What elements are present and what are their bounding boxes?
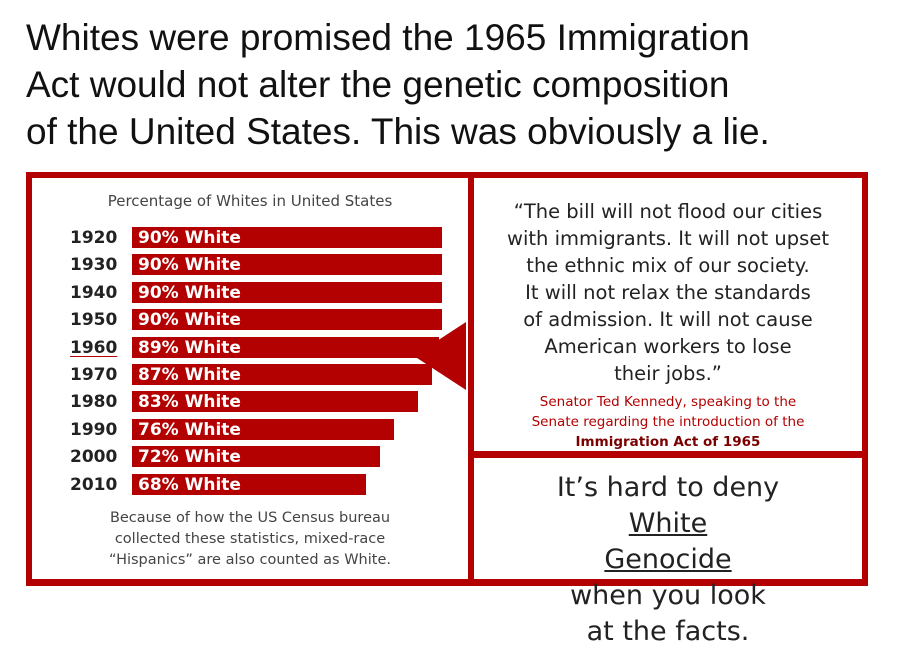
act-name: Immigration Act of 1965 bbox=[575, 434, 761, 450]
bar-row: 1990 76% White bbox=[32, 418, 468, 441]
attribution-line: Senate regarding the introduction of the bbox=[531, 414, 805, 430]
bar-value-label: 90% White bbox=[138, 255, 241, 276]
quote-attribution: Senator Ted Kennedy, speaking to the Sen… bbox=[474, 392, 862, 452]
headline: Whites were promised the 1965 Immigratio… bbox=[26, 14, 886, 155]
bar bbox=[132, 446, 380, 468]
bar bbox=[132, 391, 418, 413]
year-label: 2000 bbox=[70, 447, 118, 468]
claim-text: It’s hard to deny White Genocide when yo… bbox=[474, 470, 862, 650]
claim-text-part: It’s hard to deny bbox=[556, 472, 780, 503]
speech-pointer bbox=[414, 322, 466, 390]
bar-value-label: 90% White bbox=[138, 310, 241, 331]
bar-value-label: 68% White bbox=[138, 474, 241, 495]
bar-row: 1940 90% White bbox=[32, 281, 468, 304]
quote-panel: “The bill will not flood our cities with… bbox=[474, 178, 862, 451]
claim-line-1: It’s hard to deny White bbox=[474, 470, 862, 542]
bar bbox=[132, 364, 432, 385]
bar-value-label: 89% White bbox=[138, 337, 241, 358]
bar-value-label: 90% White bbox=[138, 228, 241, 248]
quote-line: the ethnic mix of our society. bbox=[526, 254, 810, 277]
bar bbox=[132, 254, 442, 276]
bar-row: 2010 68% White bbox=[32, 473, 468, 496]
footnote-line: “Hispanics” are also counted as White. bbox=[109, 552, 391, 568]
year-label: 1930 bbox=[70, 255, 118, 276]
bar-row: 2000 72% White bbox=[32, 446, 468, 468]
year-label: 1950 bbox=[70, 310, 118, 331]
bar-value-label: 90% White bbox=[138, 282, 241, 303]
headline-line: Whites were promised the 1965 Immigratio… bbox=[26, 17, 750, 58]
claim-underlined-word: White bbox=[628, 508, 708, 539]
bar-row: 1960 89% White bbox=[32, 336, 468, 359]
bar-row: 1930 90% White bbox=[32, 254, 468, 276]
infographic: Percentage of Whites in United States 19… bbox=[26, 172, 868, 647]
quote-line: “The bill will not flood our cities bbox=[513, 200, 823, 223]
quote-line: American workers to lose bbox=[544, 335, 792, 358]
bar-value-label: 87% White bbox=[138, 365, 241, 385]
claim-line-2: Genocide when you look bbox=[474, 542, 862, 614]
quote-line: their jobs.” bbox=[614, 362, 722, 385]
bar bbox=[132, 418, 394, 440]
year-label: 1940 bbox=[70, 282, 118, 303]
bar-value-label: 72% White bbox=[138, 447, 241, 468]
bar-value-label: 83% White bbox=[138, 392, 241, 413]
bar bbox=[132, 336, 439, 358]
bar bbox=[132, 473, 366, 495]
chart-panel: Percentage of Whites in United States 19… bbox=[32, 178, 468, 579]
quote-line: It will not relax the standards bbox=[525, 281, 811, 304]
claim-text-part: when you look bbox=[570, 580, 766, 611]
bar-row: 1920 90% White bbox=[32, 227, 468, 249]
quote-text: “The bill will not flood our cities with… bbox=[474, 198, 862, 387]
chart-title: Percentage of Whites in United States bbox=[107, 192, 393, 210]
headline-line: Act would not alter the genetic composit… bbox=[26, 64, 730, 105]
bar-value-label: 76% White bbox=[138, 419, 241, 440]
claim-underlined-word: Genocide bbox=[604, 544, 732, 575]
bar bbox=[132, 309, 442, 331]
claim-line-3: at the facts. bbox=[586, 616, 750, 647]
bar bbox=[132, 227, 442, 248]
attribution-line: Senator Ted Kennedy, speaking to the bbox=[539, 394, 797, 410]
footnote-line: collected these statistics, mixed-race bbox=[114, 531, 386, 547]
year-label: 1980 bbox=[70, 392, 118, 413]
bar-row: 1950 90% White bbox=[32, 309, 468, 331]
bar-row: 1970 87% White bbox=[32, 364, 468, 386]
quote-line: with immigrants. It will not upset bbox=[507, 227, 829, 250]
bar bbox=[132, 281, 442, 303]
bar-row: 1980 83% White bbox=[32, 391, 468, 413]
year-label: 1920 bbox=[70, 228, 118, 248]
quote-line: of admission. It will not cause bbox=[523, 308, 813, 331]
footnote: Because of how the US Census bureau coll… bbox=[42, 508, 458, 571]
year-label: 1960 bbox=[70, 337, 118, 358]
year-label: 1970 bbox=[70, 365, 118, 385]
year-label: 1990 bbox=[70, 419, 118, 440]
year-label: 2010 bbox=[70, 474, 118, 495]
claim-panel: It’s hard to deny White Genocide when yo… bbox=[474, 458, 862, 647]
footnote-line: Because of how the US Census bureau bbox=[109, 510, 391, 526]
headline-line: of the United States. This was obviously… bbox=[26, 111, 770, 152]
